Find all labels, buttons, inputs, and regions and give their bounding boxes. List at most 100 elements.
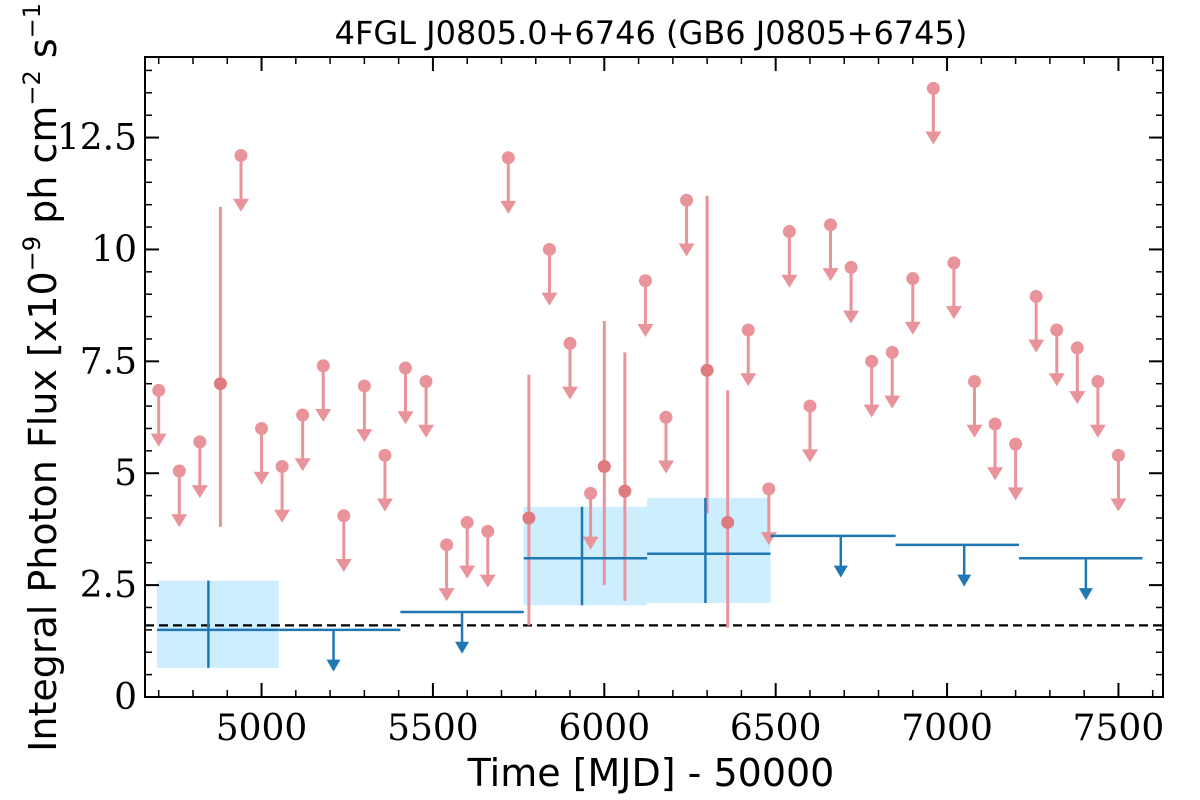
fine-upper-limit-marker [926, 81, 940, 95]
fine-upper-limit-arrow [541, 292, 558, 306]
fine-upper-limit-marker [865, 354, 879, 368]
fine-upper-limit-arrow [781, 274, 798, 288]
fine-upper-limit-marker [741, 323, 755, 337]
fine-upper-limit-marker [638, 274, 652, 288]
fine-upper-limit-arrow [418, 424, 435, 438]
fine-upper-limit-marker [440, 538, 454, 552]
coarse-upper-limit-arrow [326, 659, 341, 672]
chart-title: 4FGL J0805.0+6746 (GB6 J0805+6745) [335, 14, 968, 52]
fine-upper-limit-arrow [150, 433, 167, 447]
coarse-upper-limit-arrow [957, 574, 972, 587]
axes-layer [144, 56, 1164, 698]
ticks-layer: 5000 5500 6000 6500 7000 7500 0 2.5 5 7.5 10 12.5 [57, 57, 1164, 749]
y-tick-label: 10 [91, 229, 137, 270]
fine-upper-limit-arrow [356, 429, 373, 443]
y-tick-label: 2.5 [80, 565, 137, 606]
fine-upper-limit-arrow [459, 565, 476, 579]
y-axis-label: Integral Photon Flux [x10−9 ph cm−2 s−1] [18, 0, 65, 752]
fine-upper-limit-marker [659, 410, 673, 424]
fine-upper-limit-arrow [294, 458, 311, 472]
fine-upper-limit-marker [782, 225, 796, 239]
fine-detection-point [700, 363, 714, 377]
fine-upper-limit-marker [316, 359, 330, 373]
fine-detection-point [213, 377, 227, 391]
fine-upper-limit-arrow [500, 200, 517, 214]
y-tick-label: 0 [114, 677, 137, 718]
fine-detection-point [618, 484, 632, 498]
coarse-upper-limit-arrow [833, 565, 848, 578]
x-tick-label: 7500 [1073, 708, 1165, 749]
fine-upper-limit-marker [947, 256, 961, 270]
fine-upper-limit-arrow [678, 243, 695, 257]
y-tick-label: 12.5 [57, 118, 137, 159]
fine-upper-limit-marker [460, 515, 474, 529]
fine-upper-limit-marker [501, 151, 515, 165]
fine-upper-limit-marker [193, 435, 207, 449]
fine-upper-limit-marker [1029, 289, 1043, 303]
fine-upper-limit-marker [584, 486, 598, 500]
fine-upper-limit-marker [803, 399, 817, 413]
fine-upper-limit-marker [255, 421, 269, 435]
x-tick-label: 6500 [730, 708, 822, 749]
coarse-error-band [156, 580, 279, 668]
fine-upper-limit-marker [967, 374, 981, 388]
fine-upper-limit-marker [542, 242, 556, 256]
fine-upper-limit-marker [988, 417, 1002, 431]
fine-upper-limit-arrow [191, 485, 208, 499]
fine-upper-limit-arrow [376, 498, 393, 512]
fine-upper-limit-arrow [1110, 498, 1127, 512]
fine-upper-limit-arrow [1069, 391, 1086, 405]
fine-upper-limit-arrow [335, 558, 352, 572]
fine-upper-limit-marker [844, 260, 858, 274]
coarse-bin-bands-layer [156, 497, 771, 668]
fine-detection-point [721, 515, 735, 529]
fine-upper-limit-marker [234, 148, 248, 162]
fine-upper-limit-arrow [843, 310, 860, 324]
fine-upper-limit-arrow [315, 409, 332, 423]
fine-upper-limit-arrow [232, 198, 249, 212]
fine-detection-point [522, 511, 536, 525]
fine-upper-limit-arrow [863, 404, 880, 418]
fine-upper-limit-arrow [904, 321, 921, 335]
fine-upper-limit-arrow [884, 395, 901, 409]
x-axis-label: Time [MJD] - 50000 [467, 751, 835, 795]
fine-upper-limit-arrow [171, 514, 188, 528]
fine-upper-limit-marker [357, 379, 371, 393]
coarse-upper-limit-arrow [455, 641, 470, 654]
coarse-error-band [647, 497, 771, 604]
fine-upper-limit-arrow [479, 574, 496, 588]
fine-upper-limit-arrow [582, 536, 599, 550]
fine-upper-limit-marker [762, 482, 776, 496]
fine-upper-limit-arrow [657, 460, 674, 474]
x-tick-label: 5000 [216, 708, 308, 749]
fine-upper-limit-marker [481, 524, 495, 538]
fine-upper-limit-arrow [637, 324, 654, 338]
x-tick-label: 5500 [387, 708, 479, 749]
fine-upper-limit-arrow [253, 471, 270, 485]
fine-upper-limit-arrow [925, 131, 942, 145]
fine-bin-points-layer [150, 81, 1127, 628]
fine-upper-limit-marker [1091, 374, 1105, 388]
fine-upper-limit-arrow [438, 588, 455, 602]
x-tick-label: 6000 [558, 708, 650, 749]
fine-upper-limit-arrow [1028, 339, 1045, 353]
fine-upper-limit-marker [1050, 323, 1064, 337]
fine-upper-limit-arrow [966, 424, 983, 438]
fine-upper-limit-marker [172, 464, 186, 478]
fine-upper-limit-marker [680, 193, 694, 207]
y-tick-label: 5 [114, 453, 137, 494]
fine-upper-limit-marker [1111, 448, 1125, 462]
fine-upper-limit-marker [398, 361, 412, 375]
fine-upper-limit-arrow [822, 268, 839, 282]
fine-upper-limit-marker [885, 345, 899, 359]
fine-upper-limit-marker [419, 374, 433, 388]
fine-upper-limit-marker [152, 383, 166, 397]
x-tick-label: 7000 [901, 708, 993, 749]
fine-upper-limit-arrow [562, 386, 579, 400]
fine-upper-limit-arrow [1007, 487, 1024, 501]
fine-upper-limit-marker [1070, 341, 1084, 355]
coarse-bin-points-layer [156, 497, 1143, 672]
fine-upper-limit-arrow [740, 373, 757, 387]
fine-upper-limit-marker [275, 460, 289, 474]
